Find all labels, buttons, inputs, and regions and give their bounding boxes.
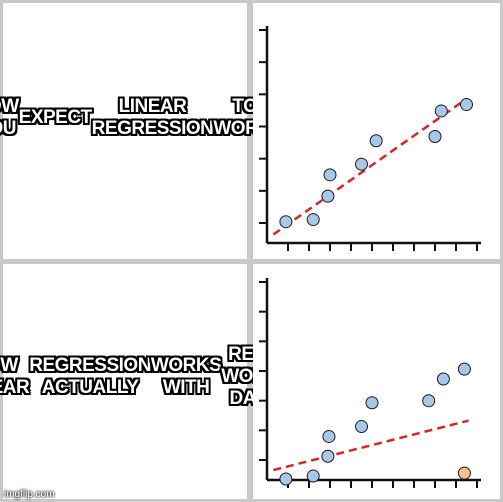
data-point — [323, 168, 337, 182]
data-point — [365, 396, 379, 410]
data-point — [306, 469, 320, 483]
data-point — [436, 372, 450, 386]
outlier-point — [457, 466, 471, 480]
imgflip-watermark: imgflip.com — [4, 489, 55, 500]
data-point — [460, 98, 473, 112]
expected-regression-chart — [259, 26, 481, 251]
data-point — [321, 189, 335, 203]
data-point — [306, 213, 320, 227]
top-chart-panel — [253, 3, 500, 259]
bottom-chart-panel — [253, 264, 500, 499]
data-point — [369, 134, 383, 148]
data-point — [321, 449, 335, 463]
data-point — [422, 394, 436, 408]
regression-line — [272, 99, 466, 236]
data-point — [457, 362, 471, 376]
regression-line — [272, 419, 469, 472]
data-point — [279, 472, 293, 486]
data-point — [355, 157, 368, 171]
data-point — [355, 420, 368, 434]
actual-regression-chart — [259, 278, 481, 488]
data-point — [322, 429, 336, 443]
data-point — [434, 104, 448, 118]
data-point — [428, 130, 442, 143]
data-point — [279, 215, 293, 229]
